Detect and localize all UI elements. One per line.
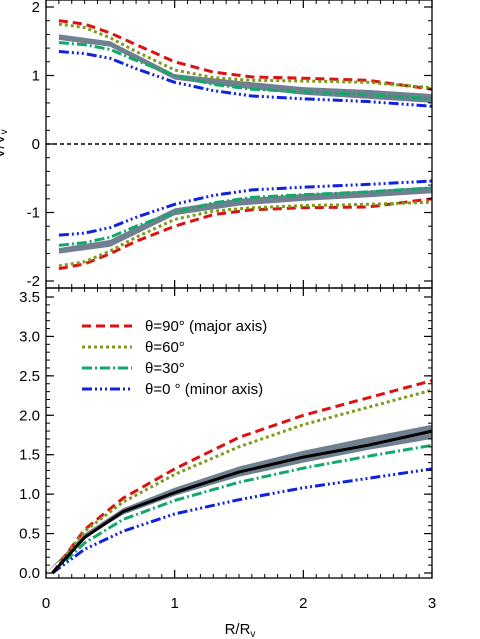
bottom-series-black	[51, 429, 433, 575]
bottom-series-t0	[51, 467, 433, 575]
top-series-t0n	[58, 179, 433, 237]
bottom-y-tick-label: 0.0	[19, 565, 40, 582]
bottom-series-t90	[51, 379, 433, 574]
top-y-axis-label-main: V/V	[0, 134, 8, 158]
top-panel: -2 -1 0 1 2 V/Vv	[0, 0, 433, 290]
top-series-t60n	[58, 200, 433, 268]
x-axis-label: R/Rv	[225, 621, 256, 639]
top-uncertainty-band-negative	[58, 186, 433, 254]
bottom-y-tick-label: 2.5	[19, 368, 40, 385]
bottom-panel: 0.0 0.5 1.0 1.5 2.0 2.5 3.0 3.5 0 1 2 3 θ=90° (maj…	[19, 287, 436, 639]
top-y-tick-label: 2	[32, 0, 40, 16]
top-series-t90	[58, 19, 433, 91]
top-series-t0	[58, 50, 433, 108]
top-y-tick-label: 0	[32, 136, 40, 153]
x-tick-label: 3	[428, 595, 436, 612]
top-series-t30	[58, 41, 433, 101]
legend-label: θ=60°	[145, 339, 185, 356]
bottom-y-tick-label: 1.5	[19, 447, 40, 464]
top-series-t90n	[58, 197, 433, 271]
bottom-y-tick-label: 0.5	[19, 526, 40, 543]
top-y-tick-label: 1	[32, 68, 40, 85]
x-tick-label: 2	[299, 595, 307, 612]
top-y-tick-label: -1	[27, 205, 40, 222]
legend-label: θ=0 ° (minor axis)	[145, 381, 263, 398]
legend-label: θ=30°	[145, 360, 185, 377]
top-plot-content	[46, 19, 433, 271]
top-y-axis-label-sub: v	[0, 129, 10, 134]
x-axis-label-main: R/R	[225, 621, 251, 638]
legend: θ=90° (major axis) θ=60° θ=30° θ=0 ° (minor…	[82, 318, 267, 398]
top-axis-ticks	[45, 0, 433, 288]
bottom-x-tick-labels: 0 1 2 3	[42, 595, 436, 612]
bottom-y-tick-label: 1.0	[19, 486, 40, 503]
legend-label: θ=90° (major axis)	[145, 318, 267, 335]
top-series-t30n	[58, 186, 433, 247]
bottom-plot-content	[46, 379, 433, 575]
x-tick-label: 1	[170, 595, 178, 612]
bottom-axis-ticks	[45, 288, 433, 578]
bottom-series-t30	[51, 443, 433, 575]
x-axis-label-sub: v	[250, 629, 255, 639]
bottom-y-tick-labels: 0.0 0.5 1.0 1.5 2.0 2.5 3.0 3.5	[19, 289, 40, 582]
top-y-tick-labels: -2 -1 0 1 2	[27, 0, 40, 290]
top-series-t60	[58, 22, 433, 90]
top-y-tick-label: -2	[27, 273, 40, 290]
top-y-axis-label: V/Vv	[0, 129, 10, 158]
bottom-y-tick-label: 2.0	[19, 407, 40, 424]
top-uncertainty-band	[58, 34, 433, 103]
x-tick-label: 0	[42, 595, 50, 612]
bottom-y-tick-label: 3.5	[19, 289, 40, 306]
bottom-y-tick-label: 3.0	[19, 328, 40, 345]
bottom-series-t60	[51, 388, 433, 574]
